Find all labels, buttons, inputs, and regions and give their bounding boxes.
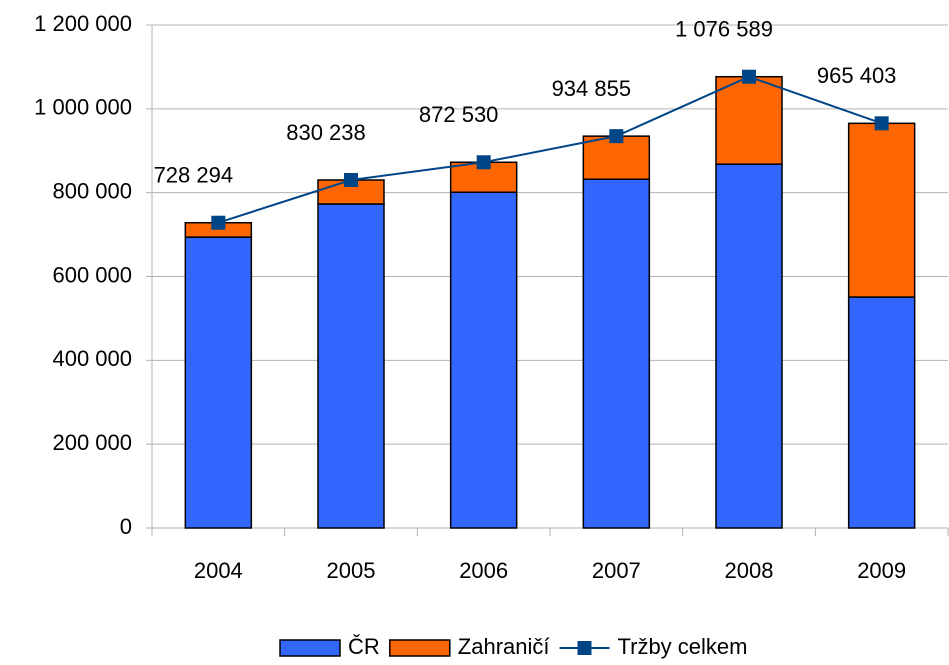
y-tick-label: 200 000 — [52, 430, 132, 455]
bar-segment — [449, 191, 518, 529]
data-label: 728 294 — [154, 163, 234, 188]
y-tick-label: 1 200 000 — [34, 11, 132, 36]
line-marker — [609, 129, 624, 144]
legend-marker — [577, 641, 592, 655]
bar-segment — [582, 178, 651, 529]
bar-segment — [847, 296, 916, 529]
bar-segment — [317, 203, 385, 529]
y-tick-label: 0 — [120, 514, 132, 539]
data-label: 1 076 589 — [675, 17, 773, 42]
data-label: 830 238 — [286, 120, 366, 145]
y-tick-label: 800 000 — [52, 178, 132, 203]
x-tick-label: 2008 — [725, 558, 774, 583]
x-tick-label: 2009 — [857, 558, 906, 583]
line-marker — [742, 69, 756, 84]
bar-segment — [715, 163, 783, 529]
x-tick-label: 2006 — [459, 558, 508, 583]
x-tick-label: 2004 — [194, 558, 243, 583]
line-marker — [344, 172, 358, 187]
legend-label: Tržby celkem — [618, 634, 748, 659]
bar-segment — [184, 236, 253, 529]
line-marker — [211, 215, 226, 230]
y-tick-label: 400 000 — [52, 346, 132, 371]
legend-label: Zahraničí — [458, 634, 550, 659]
data-label: 872 530 — [419, 102, 499, 127]
legend-label: ČR — [348, 634, 380, 659]
bar-segment — [582, 135, 651, 181]
y-tick-label: 600 000 — [52, 262, 132, 287]
y-tick-label: 1 000 000 — [34, 95, 132, 120]
legend-swatch — [389, 639, 451, 657]
bar-segment — [847, 122, 916, 298]
x-tick-label: 2007 — [592, 558, 641, 583]
data-label: 934 855 — [552, 76, 632, 101]
line-marker — [476, 155, 491, 170]
legend-swatch — [279, 639, 341, 657]
bar-segment — [715, 75, 783, 165]
data-label: 965 403 — [817, 63, 897, 88]
x-tick-label: 2005 — [327, 558, 376, 583]
line — [218, 75, 882, 224]
line-marker — [874, 116, 889, 131]
